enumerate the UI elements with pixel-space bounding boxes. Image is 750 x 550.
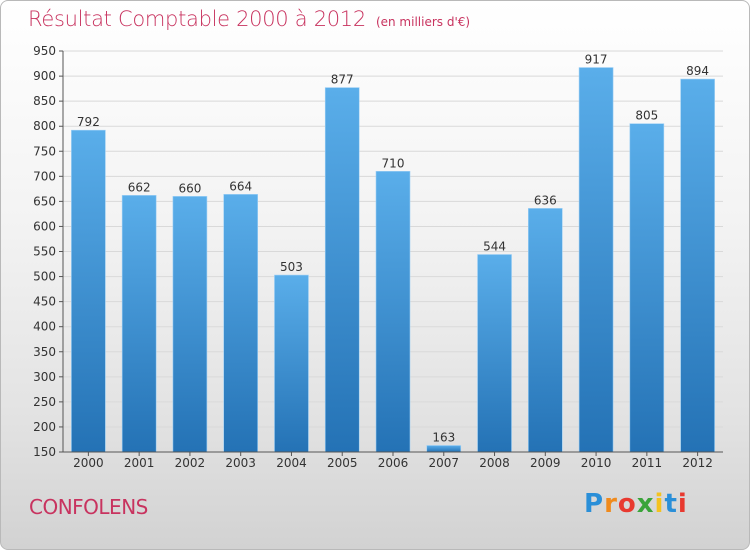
x-tick-label: 2012 bbox=[682, 456, 713, 470]
data-label: 792 bbox=[77, 115, 100, 129]
bar bbox=[223, 194, 258, 453]
data-label: 877 bbox=[331, 73, 354, 87]
y-tick-label: 950 bbox=[33, 44, 56, 58]
data-label: 636 bbox=[534, 193, 557, 207]
y-tick-label: 650 bbox=[33, 194, 56, 208]
bar bbox=[172, 196, 208, 453]
bar bbox=[375, 171, 411, 453]
bar bbox=[629, 123, 665, 453]
logo-letter: r bbox=[604, 489, 618, 519]
y-tick-label: 750 bbox=[33, 144, 56, 158]
logo-letter: t bbox=[664, 489, 678, 519]
y-tick-label: 550 bbox=[33, 245, 56, 259]
y-tick-label: 350 bbox=[33, 345, 56, 359]
y-tick-label: 450 bbox=[33, 295, 56, 309]
y-tick-label: 250 bbox=[33, 395, 56, 409]
data-label: 894 bbox=[686, 64, 709, 78]
x-tick-label: 2008 bbox=[479, 456, 510, 470]
x-tick-label: 2009 bbox=[530, 456, 561, 470]
y-tick-label: 900 bbox=[33, 69, 56, 83]
bar bbox=[578, 67, 614, 453]
data-label: 710 bbox=[382, 156, 405, 170]
y-tick-label: 150 bbox=[33, 445, 56, 459]
logo-letter: i bbox=[654, 489, 665, 519]
bar bbox=[274, 274, 309, 453]
bar bbox=[426, 445, 462, 453]
bar bbox=[324, 87, 360, 453]
x-tick-label: 2001 bbox=[124, 456, 155, 470]
y-tick-label: 200 bbox=[33, 420, 56, 434]
y-tick-label: 850 bbox=[33, 94, 56, 108]
data-label: 805 bbox=[635, 109, 658, 123]
data-labels: 792 662 660 664 503 877 710 163 544 636 917 805 894 bbox=[77, 53, 709, 445]
bar bbox=[71, 129, 106, 453]
x-tick-label: 2011 bbox=[632, 456, 663, 470]
proxiti-logo: Proxiti bbox=[584, 489, 688, 519]
y-tick-label: 400 bbox=[33, 320, 56, 334]
chart-title: Résultat Comptable 2000 à 2012 bbox=[28, 7, 366, 31]
y-tick-label: 800 bbox=[33, 119, 56, 133]
logo-letter: x bbox=[636, 489, 655, 519]
logo-letter: o bbox=[617, 489, 637, 519]
x-tick-label: 2000 bbox=[73, 456, 104, 470]
y-tick-label: 700 bbox=[33, 169, 56, 183]
bar bbox=[477, 254, 512, 453]
x-tick-label: 2007 bbox=[428, 456, 459, 470]
data-label: 917 bbox=[585, 53, 608, 67]
title-line: Résultat Comptable 2000 à 2012 (en millie… bbox=[28, 7, 470, 31]
x-tick-label: 2006 bbox=[378, 456, 409, 470]
data-label: 664 bbox=[229, 179, 252, 193]
x-tick-label: 2004 bbox=[276, 456, 307, 470]
x-tick-label: 2005 bbox=[327, 456, 358, 470]
x-tick-label: 2002 bbox=[175, 456, 206, 470]
y-tick-label: 500 bbox=[33, 270, 56, 284]
data-label: 544 bbox=[483, 240, 506, 254]
x-axis-ticks: 2000 2001 2002 2003 2004 2005 2006 2007 2008 2009… bbox=[73, 452, 713, 470]
data-label: 660 bbox=[178, 181, 201, 195]
logo-letter: i bbox=[677, 489, 688, 519]
y-axis-ticks: 150 200 250 300 350 400 450 500 550 600 650 700 750 8… bbox=[33, 44, 63, 459]
y-tick-label: 600 bbox=[33, 219, 56, 233]
bar bbox=[121, 195, 157, 453]
chart-subtitle: (en milliers d'€) bbox=[375, 15, 471, 29]
logo-letter: P bbox=[584, 489, 605, 519]
city-name: CONFOLENS bbox=[29, 495, 148, 519]
x-tick-label: 2003 bbox=[225, 456, 256, 470]
y-tick-label: 300 bbox=[33, 370, 56, 384]
bars bbox=[71, 67, 715, 453]
data-label: 503 bbox=[280, 260, 303, 274]
data-label: 662 bbox=[128, 180, 151, 194]
bar bbox=[528, 208, 563, 453]
x-tick-label: 2010 bbox=[581, 456, 612, 470]
data-label: 163 bbox=[432, 430, 455, 444]
bar bbox=[680, 78, 715, 453]
